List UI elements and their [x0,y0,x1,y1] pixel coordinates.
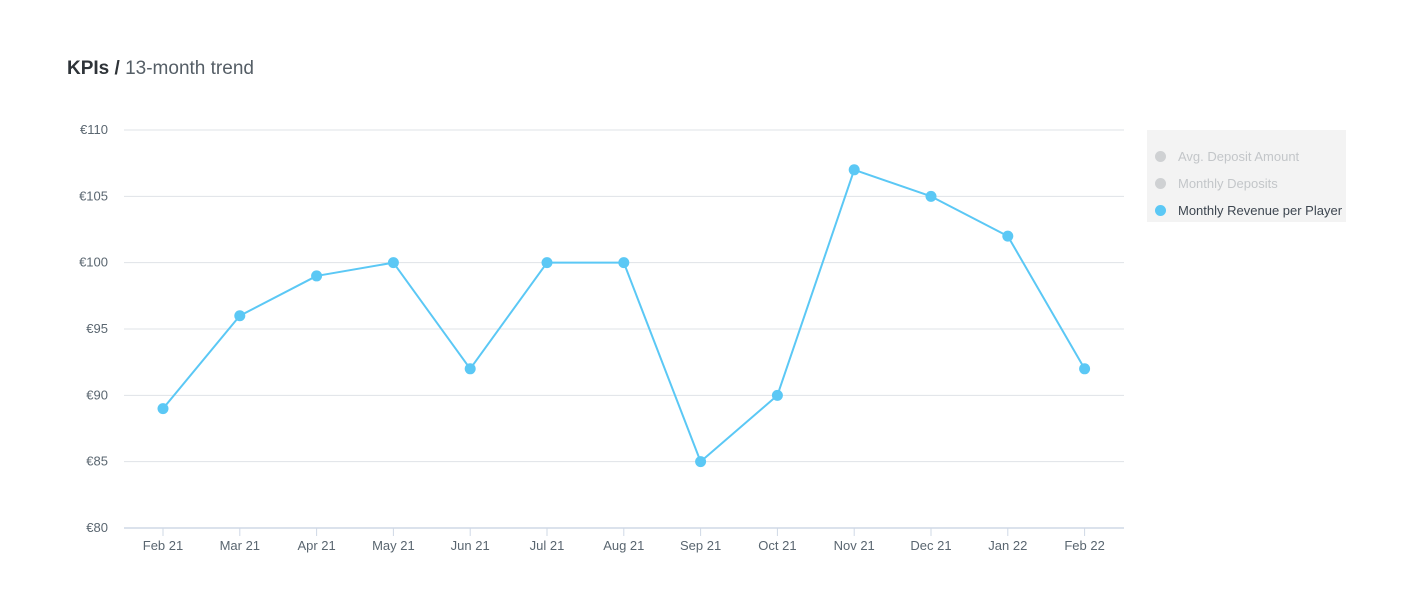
x-tick-label: Sep 21 [680,538,721,553]
legend: Avg. Deposit Amount Monthly Deposits Mon… [1147,130,1346,222]
data-point[interactable] [541,257,553,269]
legend-dot-icon [1155,178,1166,189]
x-tick-label: Mar 21 [220,538,260,553]
data-point[interactable] [1002,230,1014,242]
data-point[interactable] [925,190,937,202]
series-layer [157,164,1091,468]
title-subtitle: 13-month trend [125,58,254,79]
title-separator: / [114,58,120,79]
legend-dot-icon [1155,205,1166,216]
legend-label: Avg. Deposit Amount [1178,149,1300,164]
x-tick-label: Feb 21 [143,538,183,553]
data-point[interactable] [311,270,323,282]
chart-title: KPIs / 13-month trend [67,58,254,80]
x-tick-label: Nov 21 [834,538,875,553]
data-point[interactable] [157,403,169,415]
data-point[interactable] [1079,363,1091,375]
data-point[interactable] [387,257,399,269]
x-tick-label: May 21 [372,538,415,553]
title-kpis: KPIs [67,58,110,79]
legend-item-avg-deposit-amount[interactable]: Avg. Deposit Amount [1155,143,1346,170]
y-tick-label: €100 [79,255,108,270]
y-axis-ticks: €80 €85 €90 €95 €100 €105 €110 [79,122,108,535]
grid-layer [124,129,1124,463]
x-axis-ticks: Feb 21 Mar 21 Apr 21 May 21 Jun 21 Jul 21 Aug … [143,528,1105,553]
y-tick-label: €105 [79,188,108,203]
data-point[interactable] [618,257,630,269]
y-tick-label: €90 [86,387,108,402]
legend-label: Monthly Revenue per Player [1178,203,1343,218]
x-tick-label: Aug 21 [603,538,644,553]
x-tick-label: Jun 21 [451,538,490,553]
y-tick-label: €95 [86,321,108,336]
legend-item-monthly-revenue-per-player[interactable]: Monthly Revenue per Player [1155,197,1346,224]
y-tick-label: €85 [86,454,108,469]
legend-item-monthly-deposits[interactable]: Monthly Deposits [1155,170,1346,197]
y-tick-label: €110 [80,122,108,137]
x-tick-label: Dec 21 [910,538,951,553]
data-point[interactable] [695,456,707,468]
y-tick-label: €80 [86,520,108,535]
legend-label: Monthly Deposits [1178,176,1278,191]
x-tick-label: Jan 22 [988,538,1027,553]
x-tick-label: Jul 21 [530,538,565,553]
legend-dot-icon [1155,151,1166,162]
series-line [162,168,1086,463]
x-tick-label: Feb 22 [1064,538,1104,553]
x-tick-label: Apr 21 [297,538,335,553]
x-tick-label: Oct 21 [758,538,796,553]
data-point[interactable] [771,389,783,401]
data-point[interactable] [848,164,860,176]
data-point[interactable] [234,310,246,322]
data-point[interactable] [464,363,476,375]
